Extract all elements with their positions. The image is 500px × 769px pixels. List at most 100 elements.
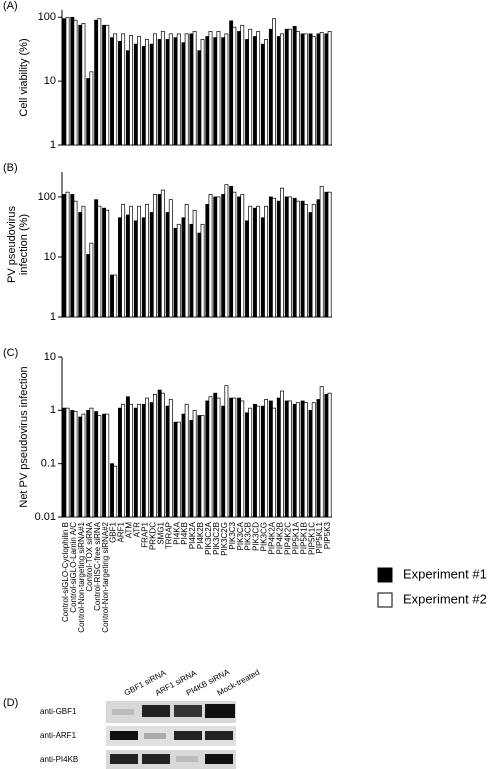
bar [157,39,162,146]
bar [176,223,181,318]
bar [308,33,313,146]
bar [200,223,205,318]
x-tick-label: PIK3CA [236,521,245,550]
bar [173,227,178,318]
y-tick-label: 1 [50,139,56,151]
bar [184,403,189,518]
bar [149,402,154,518]
bar [197,232,202,318]
row-label: anti-GBF1 [40,707,77,716]
bar [280,390,284,518]
bar [308,409,313,518]
bar [129,205,134,318]
y-axis-label: infection (%) [18,214,30,275]
legend-swatch [377,567,393,583]
x-tick-label: PIK3C2G [220,522,229,556]
bar [316,33,321,146]
bar [189,223,194,318]
bar [232,26,237,146]
y-axis-label: Net PV pseudovirus infection [18,366,30,507]
bar [94,411,99,518]
band [110,754,138,764]
bar [200,415,205,518]
bar [110,37,114,146]
bar [176,421,181,518]
bar [125,50,130,146]
bar [102,24,107,146]
bar [181,217,186,318]
bar [145,39,149,146]
bar [268,28,273,146]
y-tick-label: 1 [50,404,56,416]
bar [165,212,170,318]
band [205,731,233,740]
bar [97,415,102,518]
bar [295,31,300,146]
bar [65,407,70,518]
bar [264,205,269,318]
bar [224,33,229,146]
x-tick-label: Control-siGLO-Lamin A/C [69,522,78,613]
bar [303,204,308,318]
bar [319,32,324,146]
bar [213,392,218,518]
bar [62,18,67,146]
bar [129,35,134,146]
bar [208,396,213,518]
legend-label: Experiment #1 [403,566,487,581]
bar [137,403,141,518]
x-tick-label: PIP4K2A [268,521,277,554]
bar [137,36,141,146]
y-tick-label: 1 [50,311,56,323]
x-tick-label: PIP5K1B [299,522,308,554]
x-tick-label: PIP4K2B [275,522,284,554]
x-tick-label: PIK3C2A [204,521,213,555]
bar [113,465,118,518]
y-tick-label: 100 [38,191,56,203]
bar [287,196,292,318]
bar [240,400,245,518]
bar [276,397,281,518]
bar [121,33,126,146]
x-tick-label: PI4KA [172,521,181,544]
bar [224,184,229,318]
x-tick-label: PIP5K1A [291,521,300,554]
bar [125,396,130,518]
bar [216,196,221,318]
bar [272,197,276,318]
bar [81,205,86,318]
bar [316,399,321,518]
x-tick-label: PIP5K3 [323,521,332,549]
bar [280,33,284,146]
bar [165,39,170,146]
x-tick-label: PIK3CG [260,522,269,551]
bar [73,411,78,518]
bar [173,37,178,146]
bar [160,392,165,518]
x-tick-label: PI4K2A [188,521,197,549]
bar [89,407,94,518]
bar [295,402,300,518]
bar [213,37,218,146]
panel-label: (B) [3,162,18,174]
bar [264,39,269,146]
bar [253,207,257,318]
bar [152,393,157,518]
bar [110,274,114,318]
bar [295,200,300,318]
bar [284,400,289,518]
blot-strip [106,750,236,769]
bar [268,400,273,518]
bar [292,197,297,318]
bar [118,40,122,146]
blot-strip [106,701,236,723]
bar [303,402,308,518]
bar [65,16,70,146]
bar [181,413,186,518]
bar [168,33,173,146]
y-axis-label: Cell viability (%) [18,38,30,116]
bar [141,217,146,318]
bar [105,209,110,318]
